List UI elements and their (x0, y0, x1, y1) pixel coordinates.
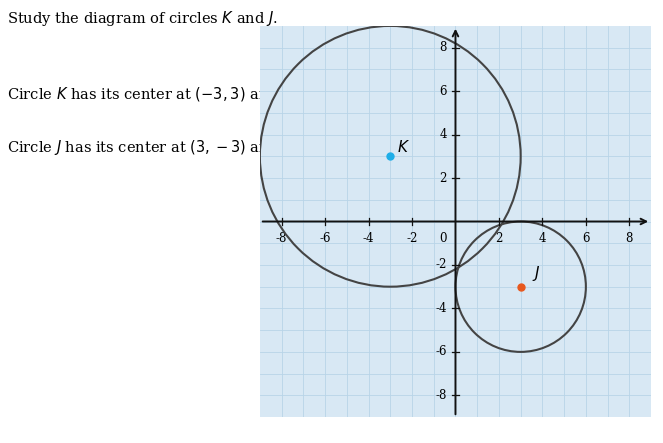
Text: 8: 8 (440, 41, 447, 54)
Text: 8: 8 (626, 233, 633, 245)
Text: Circle $K$ has its center at $(-3, 3)$ and a radius of 6.: Circle $K$ has its center at $(-3, 3)$ a… (7, 85, 379, 103)
Text: 0: 0 (440, 233, 447, 245)
Text: 4: 4 (538, 233, 546, 245)
Text: -8: -8 (436, 389, 447, 402)
Text: -6: -6 (436, 346, 447, 358)
Text: -6: -6 (320, 233, 331, 245)
Text: 6: 6 (582, 233, 589, 245)
Text: -4: -4 (363, 233, 375, 245)
Text: $K$: $K$ (396, 139, 410, 155)
Text: Study the diagram of circles $K$ and $J$.: Study the diagram of circles $K$ and $J$… (7, 9, 278, 28)
Text: -2: -2 (406, 233, 418, 245)
Text: Circle $J$ has its center at $(3, -3)$ and a radius of 3.: Circle $J$ has its center at $(3, -3)$ a… (7, 138, 380, 157)
Text: -4: -4 (436, 302, 447, 315)
Text: -2: -2 (436, 258, 447, 272)
Text: 4: 4 (440, 128, 447, 141)
Text: 2: 2 (495, 233, 503, 245)
Text: $J$: $J$ (532, 264, 540, 283)
Text: 6: 6 (440, 85, 447, 97)
Text: 2: 2 (440, 171, 447, 185)
Text: -8: -8 (276, 233, 287, 245)
